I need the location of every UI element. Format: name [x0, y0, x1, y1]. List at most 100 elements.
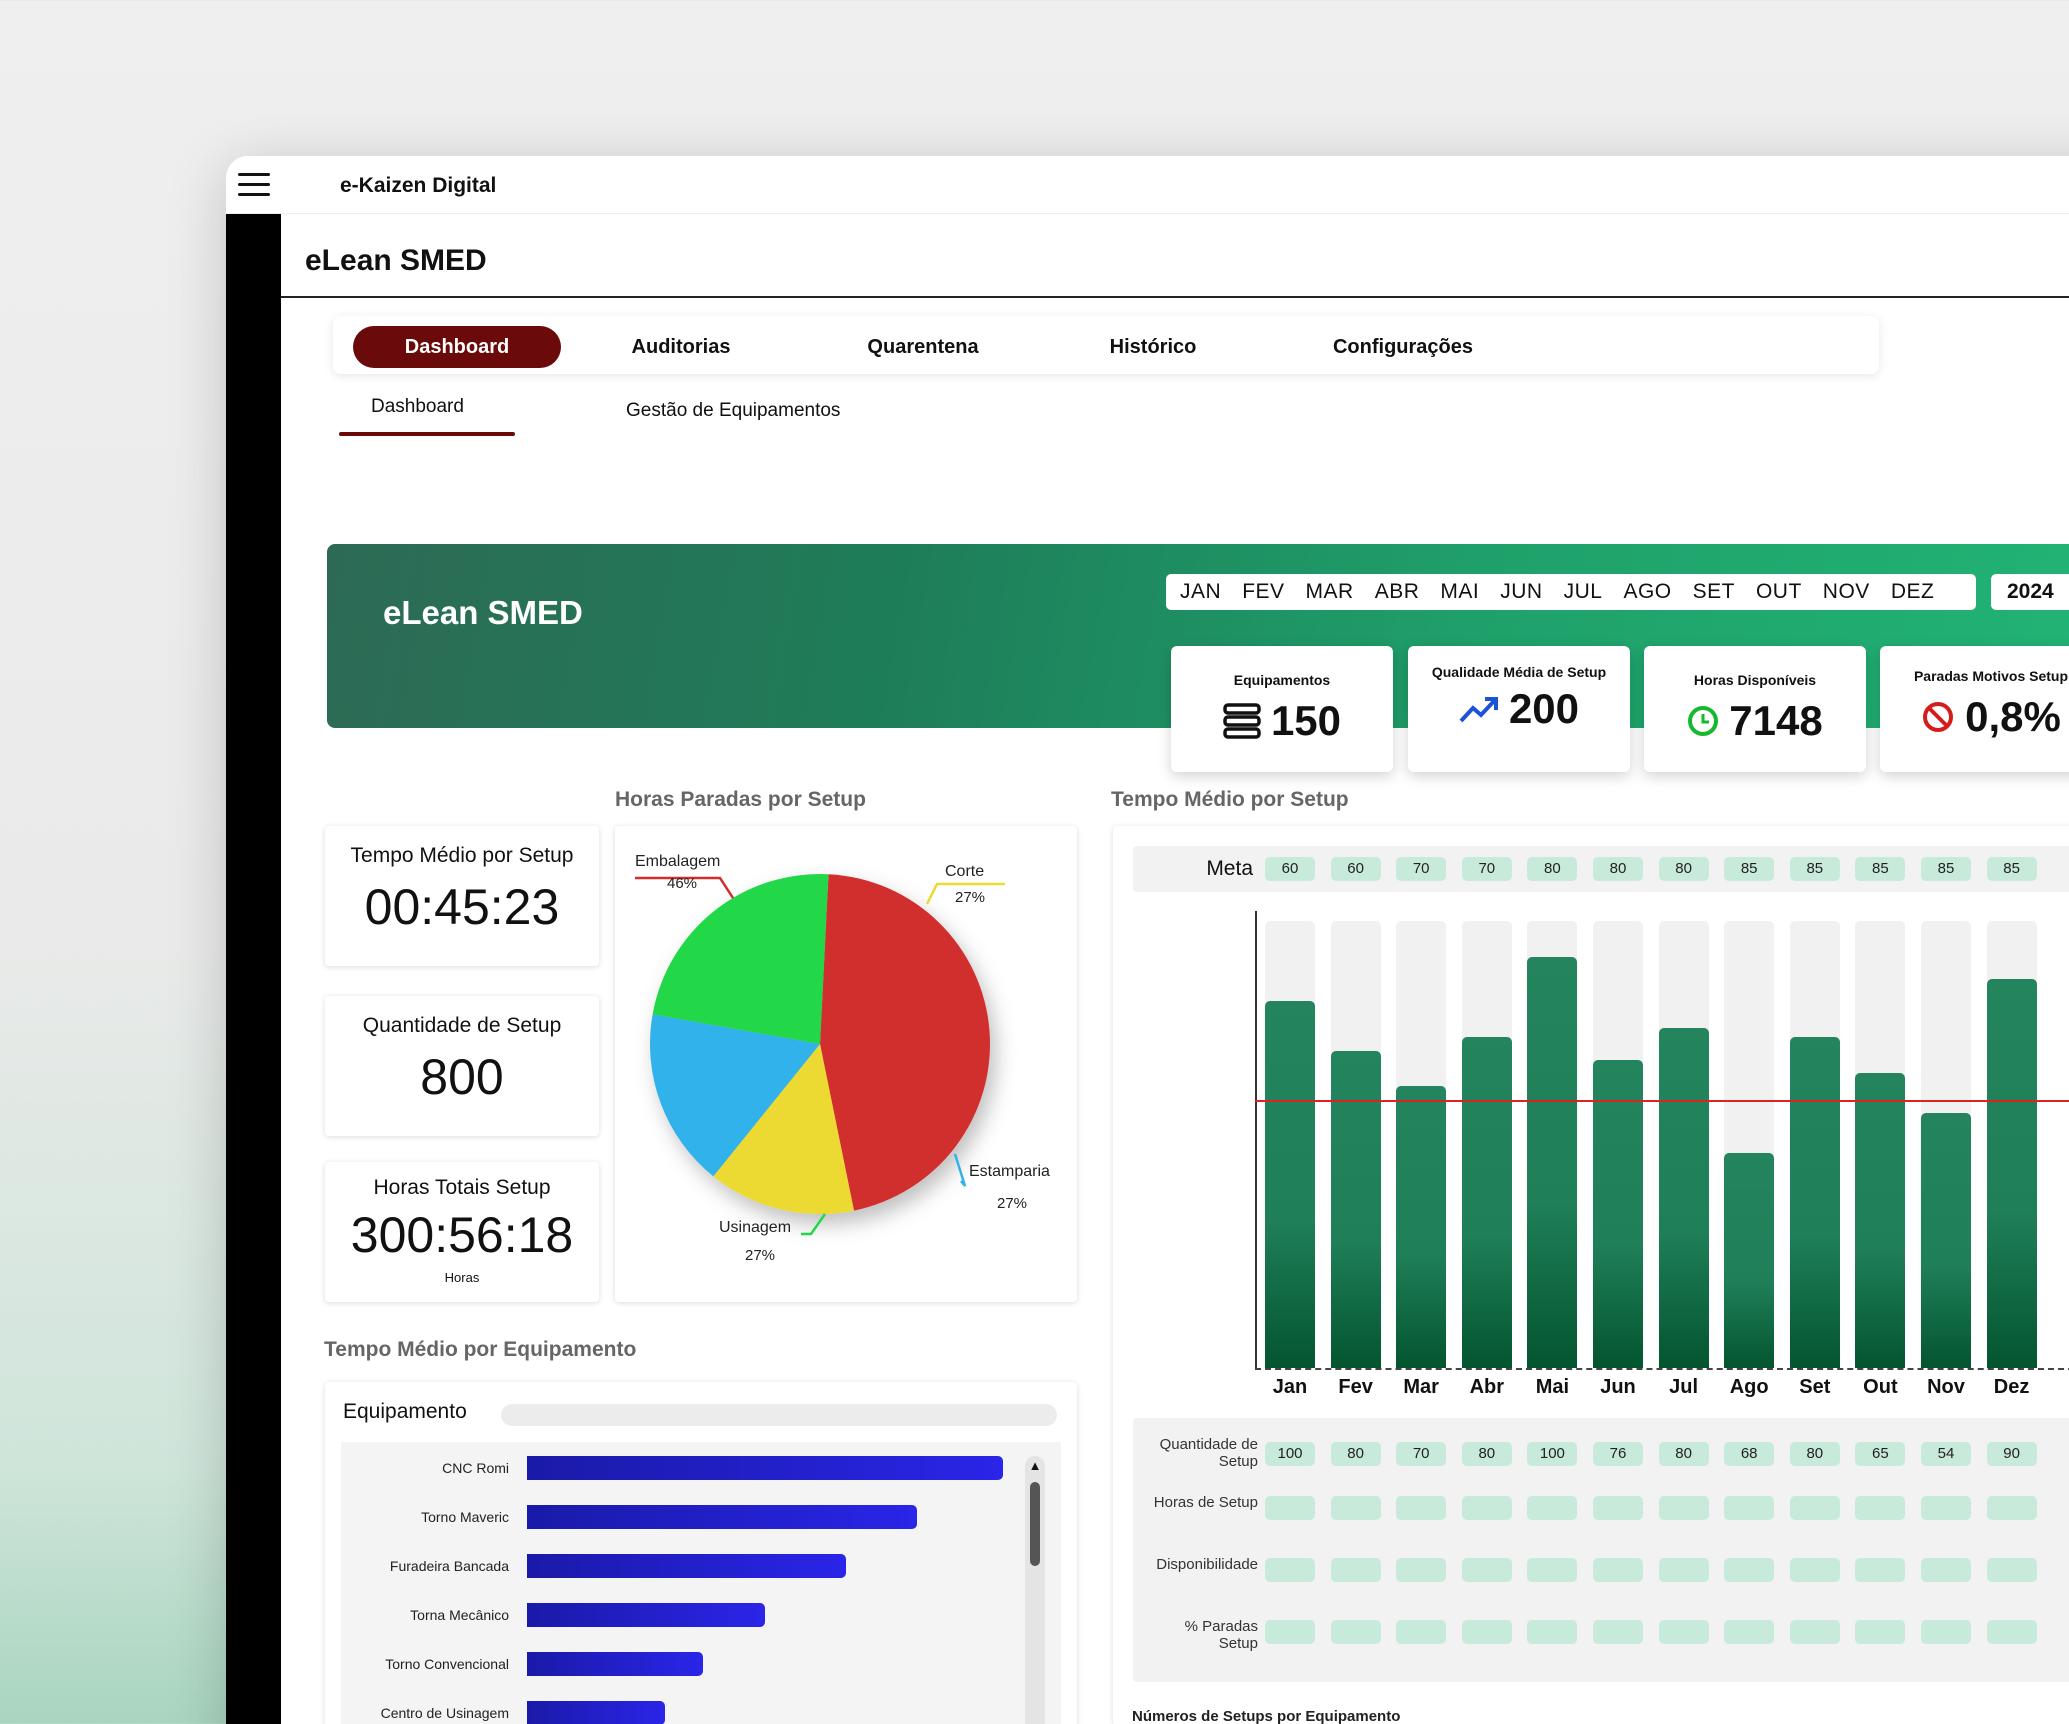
equipment-bar[interactable]	[527, 1701, 666, 1724]
stat-label: Tempo Médio por Setup	[350, 844, 574, 867]
table-cell-pill	[1330, 1496, 1381, 1520]
bar-dez[interactable]	[1986, 979, 2037, 1368]
equipment-name: Torno Convencional	[385, 1656, 509, 1672]
month-filter-abr[interactable]: ABR	[1374, 580, 1420, 603]
table-cell-pill	[1461, 1496, 1512, 1520]
scroll-up-icon[interactable]: ▲	[1028, 1458, 1042, 1473]
month-filter-ago[interactable]: AGO	[1623, 580, 1672, 603]
hero-title: eLean SMED	[383, 594, 583, 631]
kpi-value: 150	[1270, 697, 1342, 744]
bar-ago[interactable]	[1724, 1153, 1775, 1368]
kpi-label: Qualidade Média de Setup	[1431, 664, 1607, 680]
equipment-name: Furadeira Bancada	[389, 1558, 509, 1574]
pie-label-name: Estamparia	[969, 1163, 1050, 1180]
tab-configuracoes[interactable]: Configurações	[1332, 336, 1474, 358]
month-filter-fev[interactable]: FEV	[1242, 580, 1285, 603]
bar-fev[interactable]	[1330, 1050, 1381, 1368]
month-filter-dez[interactable]: DEZ	[1890, 580, 1935, 603]
bar-nov[interactable]	[1921, 1113, 1971, 1368]
equipment-section-title: Tempo Médio por Equipamento	[324, 1338, 637, 1361]
equipment-bar[interactable]	[527, 1652, 704, 1676]
monthly-chart-panel: Meta 60 60 70 70 80 80 80 85 85 85 85 85 Jan Fev Mar Abr…	[1113, 826, 2069, 1724]
bar-jan[interactable]	[1265, 1001, 1315, 1368]
pie-slice-estamparia[interactable]	[650, 1014, 820, 1177]
pie-chart-panel: Embalagem 46% Corte 27% Estamparia 27% Usinage…	[615, 826, 1077, 1302]
tab-historico[interactable]: Histórico	[1109, 336, 1197, 358]
equipment-bar[interactable]	[527, 1554, 846, 1578]
month-label: Jun	[1600, 1376, 1636, 1398]
title-divider	[281, 296, 2069, 298]
year-selector[interactable]: 2024	[1991, 574, 2069, 610]
table-cell-pill: 80	[1330, 1442, 1381, 1466]
month-filter-jul[interactable]: JUL	[1563, 580, 1603, 603]
table-cell-pill	[1330, 1558, 1381, 1582]
equipment-bar[interactable]	[527, 1505, 918, 1529]
table-cell-pill	[1855, 1620, 1906, 1644]
pie-slice-usinagem[interactable]	[652, 874, 829, 1044]
setups-section-title: Números de Setups por Equipamento	[1132, 1708, 1401, 1724]
clock-icon	[1687, 705, 1719, 737]
table-cell-pill	[1461, 1620, 1512, 1644]
table-cell-pill	[1855, 1496, 1906, 1520]
table-cell-pill	[1986, 1620, 2037, 1644]
pie-label-name: Embalagem	[635, 853, 720, 870]
month-filter-jan[interactable]: JAN	[1180, 580, 1222, 603]
tab-quarentena[interactable]: Quarentena	[867, 336, 979, 358]
bar-mai[interactable]	[1527, 956, 1578, 1368]
table-cell-pill	[1593, 1558, 1643, 1582]
tab-dashboard[interactable]: Dashboard	[353, 326, 561, 368]
bar-set[interactable]	[1789, 1037, 1840, 1368]
trending-up-icon	[1459, 695, 1499, 723]
equipment-bar[interactable]	[527, 1456, 1003, 1480]
bar-abr[interactable]	[1461, 1037, 1512, 1368]
table-row-label: Quantidade de Setup	[1159, 1436, 1258, 1470]
table-cell-pill: 90	[1986, 1442, 2037, 1466]
bar-mar[interactable]	[1396, 1086, 1447, 1368]
tab-auditorias[interactable]: Auditorias	[631, 336, 731, 358]
kpi-horas-disponiveis: Horas Disponíveis 7148	[1644, 646, 1866, 772]
table-cell-pill: 80	[1461, 1442, 1512, 1466]
stat-value: 800	[420, 1049, 504, 1105]
equipment-search-bar[interactable]	[501, 1404, 1057, 1426]
table-cell-pill	[1986, 1496, 2037, 1520]
kpi-label: Equipamentos	[1233, 672, 1331, 688]
stat-horas-totais: Horas Totais Setup 300:56:18 Horas	[325, 1162, 599, 1302]
table-cell-pill	[1527, 1558, 1578, 1582]
prohibited-icon	[1921, 700, 1955, 734]
pie-section-title: Horas Paradas por Setup	[615, 788, 866, 811]
pie-label-percent: 27%	[745, 1247, 775, 1264]
month-label: Dez	[1993, 1376, 2030, 1398]
left-sidebar	[226, 214, 281, 1724]
month-filter-mai[interactable]: MAI	[1440, 580, 1480, 603]
month-filter-jun[interactable]: JUN	[1500, 580, 1543, 603]
month-filter-nov[interactable]: NOV	[1822, 580, 1870, 603]
table-cell-pill: 65	[1855, 1442, 1906, 1466]
target-line	[1255, 1099, 2069, 1102]
pie-slice-embalagem[interactable]	[820, 874, 991, 1211]
scrollbar-thumb[interactable]	[1030, 1482, 1040, 1566]
main-tab-bar: Dashboard Auditorias Quarentena Históric…	[333, 316, 1879, 374]
month-label: Jul	[1669, 1376, 1699, 1398]
bar-jul[interactable]	[1658, 1028, 1709, 1368]
month-filter-mar[interactable]: MAR	[1305, 580, 1354, 603]
subtab-gestao-equipamentos[interactable]: Gestão de Equipamentos	[626, 400, 841, 421]
table-cell-pill: 70	[1396, 1442, 1447, 1466]
kpi-qualidade-media: Qualidade Média de Setup 200	[1408, 646, 1630, 772]
bar-out[interactable]	[1855, 1072, 1906, 1368]
equipment-name: Centro de Usinagem	[380, 1705, 509, 1721]
kpi-value: 7148	[1729, 697, 1823, 744]
equipment-name: Torno Maveric	[421, 1509, 509, 1525]
table-row-label: % Paradas Setup	[1184, 1618, 1258, 1652]
table-cell-pill	[1658, 1558, 1709, 1582]
pie-leader-line	[953, 1153, 967, 1187]
subtab-active-indicator	[339, 432, 515, 436]
stat-value: 300:56:18	[350, 1207, 574, 1263]
bar-jun[interactable]	[1593, 1059, 1643, 1368]
month-filter-set[interactable]: SET	[1692, 580, 1735, 603]
subtab-dashboard[interactable]: Dashboard	[371, 396, 464, 417]
meta-value-pill: 80	[1658, 857, 1709, 881]
pie-slice-corte[interactable]	[713, 1044, 854, 1214]
month-filter-out[interactable]: OUT	[1755, 580, 1802, 603]
equipment-bar[interactable]	[527, 1603, 765, 1627]
hamburger-menu-icon[interactable]	[238, 173, 270, 197]
